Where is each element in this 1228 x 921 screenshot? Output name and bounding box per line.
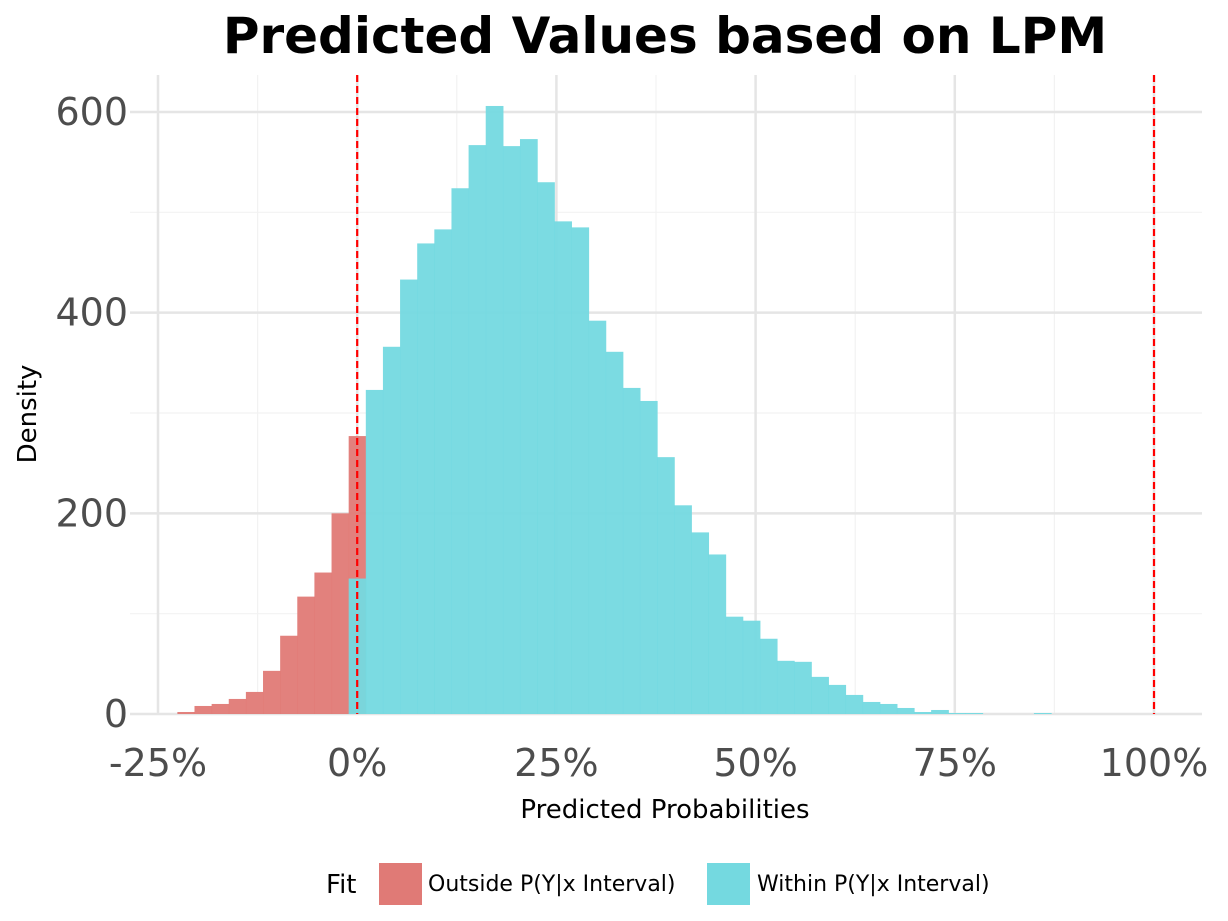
bar-within <box>965 712 984 714</box>
bar-outside <box>331 513 350 714</box>
bar-within <box>725 616 744 714</box>
bar-outside <box>211 703 230 714</box>
legend-title: Fit <box>326 870 356 900</box>
bar-outside <box>314 572 333 714</box>
bar-within <box>605 351 624 714</box>
bar-within <box>485 105 504 715</box>
bar-within <box>400 279 418 714</box>
x-axis-title: Predicted Probabilities <box>520 795 809 825</box>
bar-outside <box>245 691 264 714</box>
bar-within <box>382 346 401 714</box>
bar-within <box>451 188 470 715</box>
bar-outside <box>297 596 316 714</box>
bar-within <box>571 227 590 714</box>
bar-within <box>554 221 572 714</box>
x-tick-label: -25% <box>109 741 207 785</box>
chart-title: Predicted Values based on LPM <box>223 7 1107 65</box>
y-tick-label: 200 <box>55 491 128 535</box>
bar-within <box>845 694 864 714</box>
legend-label-outside: Outside P(Y|x Interval) <box>428 872 676 897</box>
y-tick-label: 600 <box>55 90 128 134</box>
bar-within <box>674 505 692 714</box>
bar-outside <box>263 670 281 714</box>
legend-label-within: Within P(Y|x Interval) <box>757 872 990 897</box>
bar-within <box>948 712 966 714</box>
bar-within <box>365 389 384 714</box>
bar-within <box>468 145 487 715</box>
legend-swatch-outside <box>379 863 422 905</box>
bar-within <box>588 320 607 714</box>
bar-outside <box>228 698 247 714</box>
bar-within <box>794 661 812 714</box>
x-tick-label: 25% <box>514 741 598 785</box>
bar-within <box>502 146 521 714</box>
x-tick-label: 100% <box>1100 741 1209 785</box>
bar-within <box>519 139 538 715</box>
bar-outside <box>280 635 298 714</box>
bar-within <box>896 707 915 714</box>
bar-within <box>862 701 881 714</box>
bar-within <box>708 554 727 714</box>
bar-within <box>742 620 761 714</box>
bar-within <box>759 638 778 714</box>
x-tick-label: 50% <box>713 741 797 785</box>
legend: Fit Outside P(Y|x Interval) Within P(Y|x… <box>326 863 990 905</box>
bar-within <box>537 182 555 714</box>
y-tick-labels: 0 200 400 600 <box>55 90 128 736</box>
bar-within <box>417 243 435 715</box>
bar-within <box>811 676 829 714</box>
bar-within <box>622 387 641 714</box>
bar-within <box>657 457 675 714</box>
series-within-bars <box>348 105 1052 715</box>
bar-within <box>434 229 453 714</box>
bar-within <box>931 709 949 714</box>
y-tick-label: 400 <box>55 291 128 335</box>
bar-within <box>1033 712 1052 714</box>
bar-within <box>639 400 658 714</box>
bar-outside <box>194 705 213 714</box>
bar-within <box>691 532 710 714</box>
reference-lines <box>356 75 1156 714</box>
y-axis-title: Density <box>13 365 43 464</box>
bar-within <box>776 660 795 714</box>
x-tick-label: 75% <box>913 741 997 785</box>
series-outside-bars <box>177 436 367 714</box>
bar-within <box>879 703 898 714</box>
bar-within <box>914 711 932 714</box>
x-tick-labels: -25% 0% 25% 50% 75% 100% <box>109 741 1208 785</box>
x-tick-label: 0% <box>327 741 387 785</box>
legend-swatch-within <box>707 863 750 905</box>
y-tick-label: 0 <box>104 692 128 736</box>
bar-within <box>828 684 847 714</box>
bar-within <box>348 578 367 714</box>
bar-outside <box>177 711 196 714</box>
